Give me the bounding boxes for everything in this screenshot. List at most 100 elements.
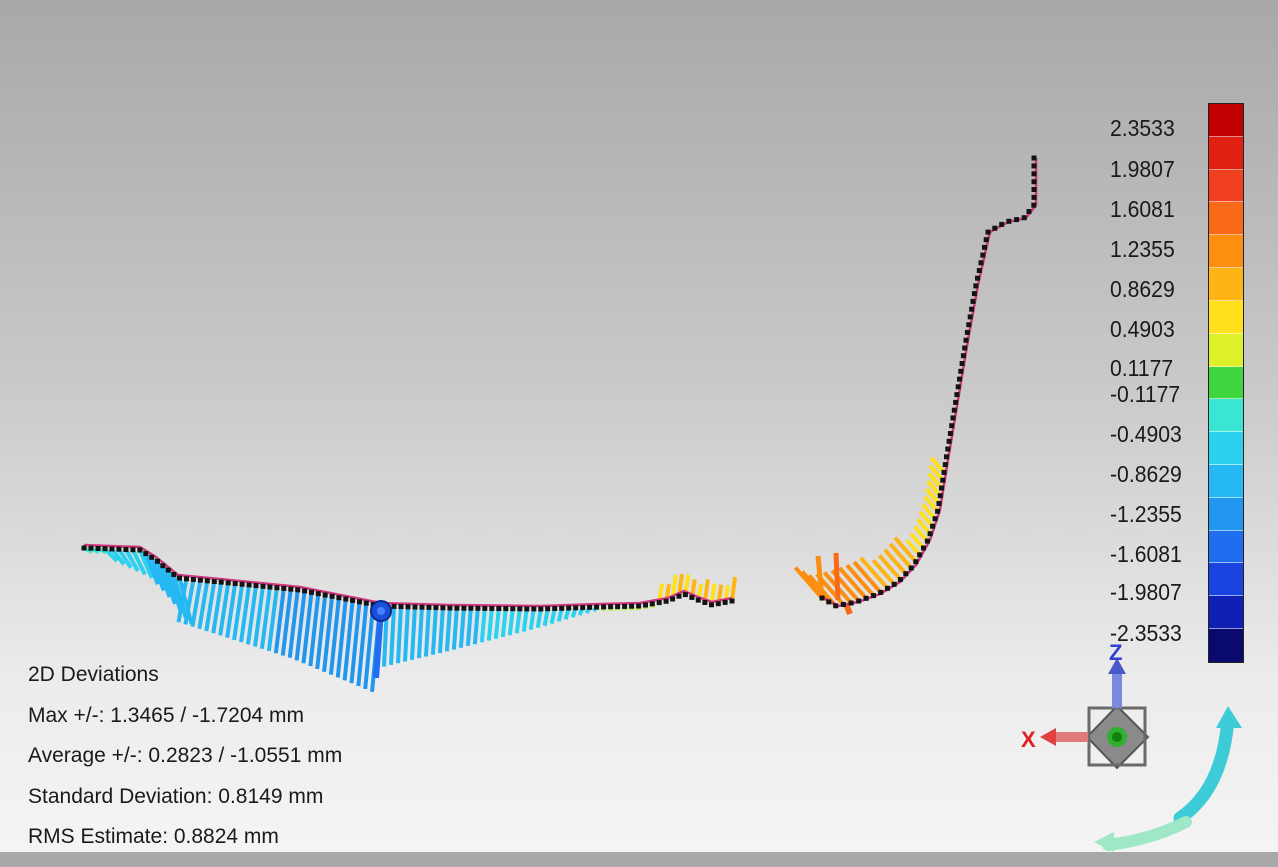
probe-point-icon[interactable] (370, 600, 392, 622)
rotate-arrow-icon[interactable] (1094, 706, 1242, 852)
measurement-point (391, 603, 397, 609)
measurement-point (149, 554, 155, 560)
color-scale-label: 1.9807 (1110, 156, 1175, 182)
measurement-point (239, 581, 245, 587)
measurement-point (729, 598, 735, 604)
measurement-point (848, 600, 854, 606)
measurement-point (942, 462, 948, 468)
measurement-point (1031, 202, 1037, 208)
measurement-point (826, 599, 832, 605)
measurement-point (336, 595, 342, 601)
measurement-point (715, 601, 721, 607)
deviation-whisker (149, 556, 166, 592)
measurement-point (944, 454, 949, 460)
deviation-whisker (444, 607, 452, 652)
measurement-point (963, 337, 969, 343)
deviation-whisker (373, 610, 384, 679)
stats-title: 2D Deviations (28, 663, 159, 686)
measurement-point (260, 583, 266, 589)
measurement-point (143, 551, 149, 557)
measurement-point (440, 605, 446, 611)
measurement-point (953, 399, 959, 405)
color-scale-label: -0.4903 (1110, 421, 1182, 447)
deviation-whisker (204, 581, 217, 632)
deviation-whisker (246, 585, 258, 645)
color-scale-segment (1209, 432, 1243, 465)
measurement-point (663, 598, 669, 604)
deviation-whisker (225, 583, 238, 638)
color-scale-label: -1.6081 (1110, 541, 1182, 567)
measurement-point (999, 221, 1005, 227)
measurement-point (322, 592, 328, 598)
measurement-point (975, 275, 980, 281)
color-scale-label: -0.1177 (1110, 381, 1181, 407)
deviation-whisker (845, 563, 876, 597)
measurement-point (878, 589, 884, 595)
measurement-point (670, 596, 676, 602)
deviation-whisker (423, 607, 431, 657)
measurement-point (123, 547, 129, 552)
deviation-whisker (287, 589, 300, 658)
measurement-point (722, 599, 728, 605)
color-scale-segment (1209, 268, 1243, 301)
measurement-point (615, 604, 621, 610)
measurement-point (475, 605, 481, 611)
measurement-point (992, 225, 998, 231)
deviation-whisker (322, 596, 335, 672)
deviation-whisker (131, 548, 147, 576)
triad-x-label: X (1021, 727, 1036, 752)
measurement-point (856, 598, 862, 604)
deviation-whisker (110, 547, 126, 566)
deviation-whisker (389, 606, 397, 665)
measurement-point (165, 567, 171, 573)
measurement-point (833, 603, 839, 609)
measurement-point (102, 546, 108, 552)
measurement-point (966, 322, 972, 328)
measurement-point (267, 584, 273, 590)
measurement-point (885, 585, 890, 591)
deviation-whisker (528, 608, 536, 630)
deviation-whisker (239, 584, 252, 643)
deviation-whisker (793, 566, 824, 600)
measurement-point (957, 376, 962, 382)
color-scale-label: -0.8629 (1110, 461, 1182, 487)
color-scale-label: 1.2355 (1110, 236, 1175, 262)
color-scale-label: 0.1177 (1110, 355, 1174, 381)
color-scale-label: -1.2355 (1110, 501, 1182, 527)
deviation-whisker (280, 588, 293, 656)
deviation-whisker (177, 577, 194, 625)
measurement-point (709, 602, 714, 608)
deviation-whisker (315, 594, 328, 670)
deviation-whiskers (83, 456, 946, 693)
measurement-point (1014, 217, 1020, 223)
color-scale-segment (1209, 530, 1243, 564)
deviation-whisker (451, 607, 459, 650)
measurement-point (197, 577, 203, 583)
deviation-whisker (416, 607, 424, 659)
measurement-point (350, 597, 356, 603)
measurement-point (559, 605, 565, 611)
deviation-whisker (395, 606, 403, 664)
profile-curve (83, 158, 1038, 608)
measurement-point (924, 538, 930, 544)
measurement-point (863, 595, 869, 601)
view-triad-icon[interactable] (1040, 658, 1150, 770)
deviation-whisker (176, 578, 189, 623)
deviation-whisker (535, 608, 543, 629)
measurement-points (81, 155, 1037, 612)
deviation-whisker (486, 608, 494, 641)
measurement-point (482, 605, 488, 611)
measurement-point (962, 345, 968, 351)
deviation-whisker (273, 588, 286, 654)
measurement-point (531, 606, 537, 612)
measurement-point (959, 361, 965, 366)
deviation-whisker (549, 608, 557, 624)
measurement-point (967, 314, 973, 320)
deviation-whisker (500, 608, 508, 638)
deviation-whisker (143, 552, 160, 585)
measurement-point (891, 581, 897, 587)
measurement-point (218, 579, 224, 585)
deviation-whisker (493, 608, 501, 639)
measurement-point (246, 582, 252, 588)
